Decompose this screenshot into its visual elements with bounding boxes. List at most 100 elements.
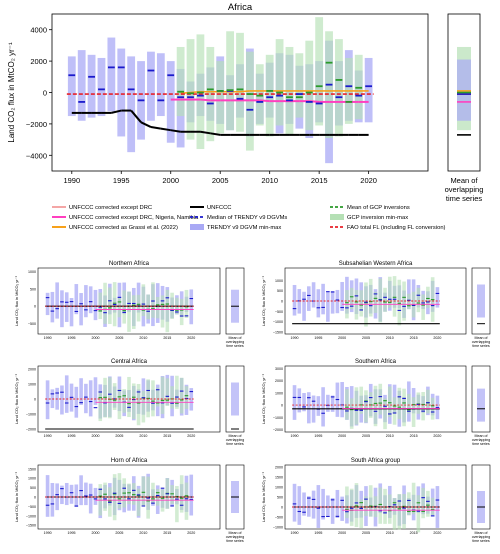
panel-xtick-label: 1995 xyxy=(68,531,76,535)
panel-title: South Africa group xyxy=(351,458,401,464)
panel-gcp-box xyxy=(155,387,160,407)
panel-trendy-box xyxy=(297,388,302,413)
gcp-minmax-box xyxy=(236,32,244,132)
panel-gcp-box xyxy=(364,496,368,517)
trendy-minmax-box xyxy=(107,37,116,112)
panel-gcp-box xyxy=(160,295,165,328)
panel-trendy-box xyxy=(326,495,330,516)
panel-gcp-box xyxy=(359,386,364,414)
panel-trendy-box xyxy=(88,286,93,314)
panel-ytick-label: −1500 xyxy=(26,524,36,528)
panel-mean-label: Mean of xyxy=(229,336,242,340)
panel-gcp-box xyxy=(179,475,184,513)
panel-xtick-label: 2005 xyxy=(115,531,123,535)
panel-trendy-box xyxy=(330,395,335,412)
panel-gcp-box xyxy=(397,494,402,530)
gcp-minmax-box xyxy=(315,17,324,126)
panel-ytick-label: −500 xyxy=(275,310,283,314)
panel-gcp-box xyxy=(368,485,373,517)
main-xtick-label: 2005 xyxy=(212,176,229,185)
panel-gcp-box xyxy=(136,488,141,517)
panel-xtick-label: 2015 xyxy=(410,434,418,438)
panel-gcp-box xyxy=(136,294,141,322)
panel-ytick-label: 3000 xyxy=(275,367,283,371)
trendy-minmax-box xyxy=(127,56,136,153)
panel-gcp-box xyxy=(127,483,131,505)
panel-ytick-label: 1500 xyxy=(275,476,283,480)
panel-ytick-label: 1000 xyxy=(28,270,36,274)
panel-ytick-label: −2000 xyxy=(26,428,36,432)
panel-gcp-box xyxy=(421,294,425,320)
panel-xtick-label: 1990 xyxy=(291,434,299,438)
panel-gcp-box xyxy=(170,485,174,504)
panel-xtick-label: 2015 xyxy=(163,531,171,535)
panel-ylabel: Land CO₂ flux in MtCO₂ yr⁻¹ xyxy=(14,275,19,326)
panel-mean-label: time series xyxy=(226,344,244,348)
panel-title: Northern Africa xyxy=(109,261,150,267)
panel-gcp-box xyxy=(368,278,373,317)
unfccc-line xyxy=(210,132,221,136)
panel-xtick-label: 1990 xyxy=(44,531,52,535)
panel-xtick-label: 2010 xyxy=(386,531,394,535)
panel-trendy-box xyxy=(88,380,93,417)
panel-ytick-label: 2000 xyxy=(275,466,283,470)
panel-mean-label: Mean of xyxy=(229,434,242,438)
panel-gcp-box xyxy=(151,282,155,318)
panel-gcp-box xyxy=(175,486,179,523)
panel-mean-label: overlapping xyxy=(472,535,491,539)
panel-ytick-label: 500 xyxy=(30,287,36,291)
panel-ytick-label: 500 xyxy=(30,486,36,490)
main-ytick-label: 2000 xyxy=(30,57,47,66)
panel-mean-label: Mean of xyxy=(475,336,488,340)
panel-xtick-label: 2020 xyxy=(433,531,441,535)
main-xtick-label: 2020 xyxy=(360,176,377,185)
panel-trendy-box xyxy=(311,282,316,308)
panel-mean-label: Mean of xyxy=(475,434,488,438)
panel-trendy-box xyxy=(189,474,194,516)
panel-trendy-box xyxy=(307,286,311,311)
main-xtick-label: 1990 xyxy=(63,176,80,185)
panel-gcp-box xyxy=(421,487,425,519)
panel-gcp-box xyxy=(392,397,397,425)
panel-trendy-box xyxy=(84,482,88,506)
panel-mean-label: time series xyxy=(472,442,490,446)
panel-xtick-label: 2010 xyxy=(139,434,147,438)
panel-gcp-box xyxy=(112,383,117,410)
panel-ylabel: Land CO₂ flux in MtCO₂ yr⁻¹ xyxy=(14,373,19,424)
panel-gcp-box xyxy=(416,495,421,533)
panel-title: Subsahelian Western Africa xyxy=(339,261,413,267)
panel-gcp-box xyxy=(151,482,155,504)
panel-xtick-label: 2020 xyxy=(187,434,195,438)
panel-trendy-box xyxy=(64,292,69,322)
panel-gcp-box xyxy=(184,289,189,318)
panel-gcp-box xyxy=(407,293,411,310)
panel-ytick-label: −500 xyxy=(28,505,36,509)
gcp-minmax-box xyxy=(335,39,343,137)
panel-ytick-label: 1000 xyxy=(28,383,36,387)
panel-gcp-box xyxy=(416,287,421,313)
main-ytick-label: −2000 xyxy=(26,120,47,129)
trendy-minmax-box xyxy=(97,57,106,117)
panel-ylabel: Land CO₂ flux in MtCO₂ yr⁻¹ xyxy=(261,373,266,424)
panel-gcp-box xyxy=(364,390,368,423)
trendy-minmax-box xyxy=(87,54,96,118)
panel-trendy-box xyxy=(326,394,330,412)
panel-gcp-box xyxy=(430,497,435,516)
panel-xtick-label: 1995 xyxy=(314,531,322,535)
panel-gcp-box xyxy=(131,383,136,420)
panel-mean-label: overlapping xyxy=(226,438,245,442)
panel-xtick-label: 2000 xyxy=(91,531,99,535)
panel-xtick-label: 2020 xyxy=(187,531,195,535)
main-xtick-label: 2010 xyxy=(261,176,278,185)
panel-gcp-box xyxy=(407,393,411,414)
legend-swatch xyxy=(330,214,344,220)
unfccc-line xyxy=(200,130,211,135)
panel-gcp-box xyxy=(387,276,392,308)
trendy-minmax-box xyxy=(67,56,76,117)
panel-trendy-box xyxy=(335,489,340,518)
panel-xtick-label: 1990 xyxy=(44,336,52,340)
panel-gcp-box xyxy=(131,295,136,329)
panel-ylabel: Land CO₂ flux in MtCO₂ yr⁻¹ xyxy=(261,471,266,522)
panel-xtick-label: 1995 xyxy=(314,336,322,340)
